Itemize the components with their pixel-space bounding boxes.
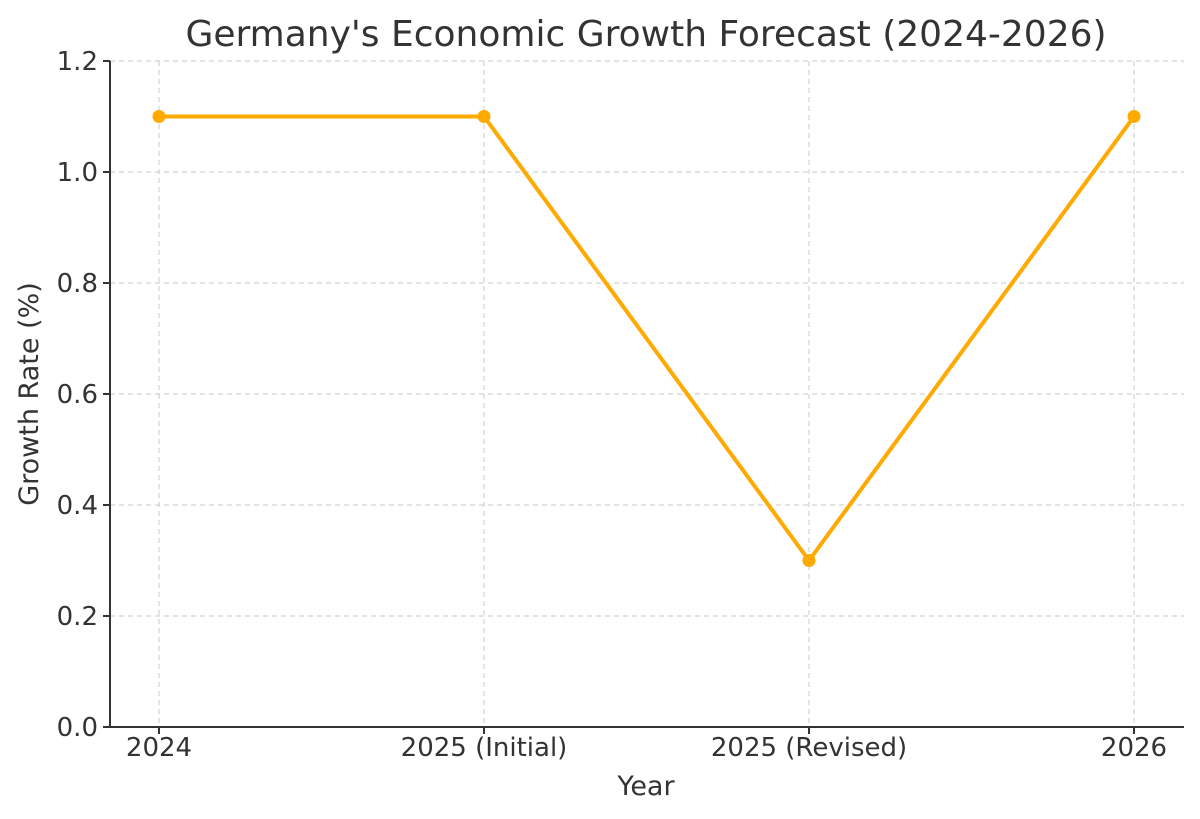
x-tick-label: 2025 (Revised) [711, 733, 907, 763]
x-ticks: 2024 2025 (Initial) 2025 (Revised) 2026 [126, 727, 1167, 763]
data-point [802, 554, 816, 567]
y-tick-label: 0.6 [57, 380, 98, 410]
data-point [152, 110, 166, 123]
y-tick-label: 1.0 [57, 158, 98, 188]
grid-lines [110, 60, 1184, 727]
y-tick-label: 0.4 [57, 491, 98, 521]
y-tick-label: 0.2 [57, 602, 98, 632]
y-tick-label: 1.2 [57, 47, 98, 77]
x-tick-label: 2024 [126, 733, 192, 763]
y-axis-label: Growth Rate (%) [14, 282, 45, 506]
y-tick-label: 0.8 [57, 269, 98, 299]
data-point [477, 110, 491, 123]
chart-title: Germany's Economic Growth Forecast (2024… [185, 14, 1106, 55]
series-line [159, 114, 1136, 564]
series-growth-rate [152, 110, 1141, 567]
y-ticks: 0.0 0.2 0.4 0.6 0.8 1.0 1.2 [57, 47, 110, 743]
y-tick-label: 0.0 [57, 713, 98, 743]
data-point [1127, 110, 1141, 123]
x-tick-label: 2025 (Initial) [401, 733, 568, 763]
x-tick-label: 2026 [1101, 733, 1167, 763]
x-axis-label: Year [616, 771, 675, 802]
